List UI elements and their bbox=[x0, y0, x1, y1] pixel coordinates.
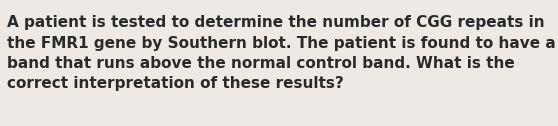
Text: A patient is tested to determine the number of CGG repeats in
the FMR1 gene by S: A patient is tested to determine the num… bbox=[7, 15, 556, 91]
